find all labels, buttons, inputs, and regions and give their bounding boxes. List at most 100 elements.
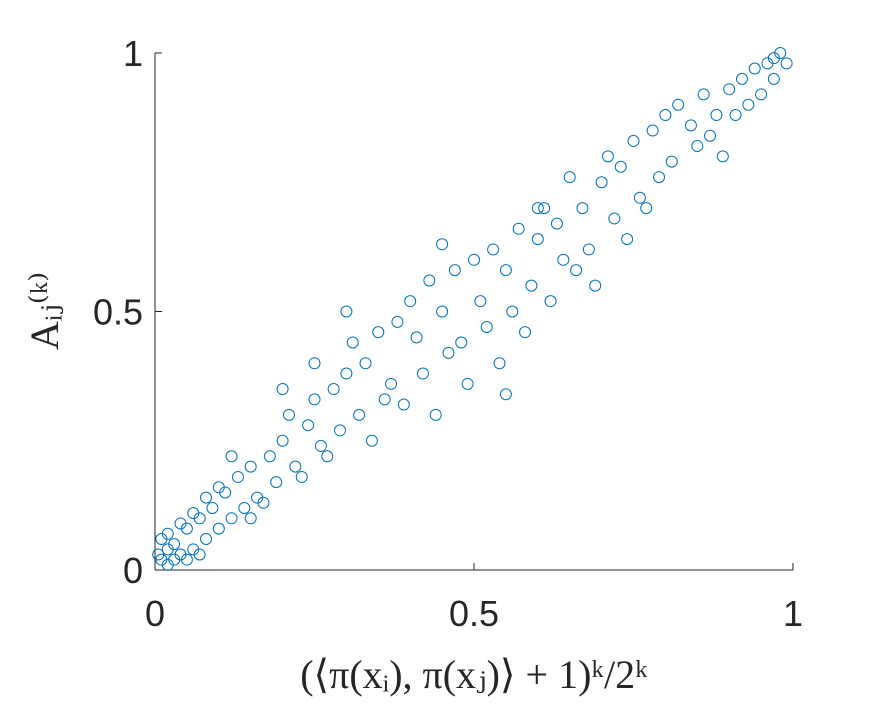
point: [212, 481, 225, 494]
point: [499, 388, 512, 401]
point: [570, 264, 583, 277]
point: [627, 134, 640, 147]
point: [557, 253, 570, 266]
point: [544, 295, 557, 308]
x-tick-label: 0: [145, 593, 165, 634]
point: [321, 450, 334, 463]
point: [646, 124, 659, 137]
point: [206, 501, 219, 514]
point: [729, 109, 742, 122]
point: [531, 233, 544, 246]
point: [180, 553, 193, 566]
point: [359, 357, 372, 370]
point: [397, 398, 410, 411]
point: [314, 439, 327, 452]
point: [231, 470, 244, 483]
point: [200, 532, 213, 545]
point: [372, 326, 385, 339]
point: [200, 491, 213, 504]
point: [455, 336, 468, 349]
point: [442, 346, 455, 359]
point: [563, 171, 576, 184]
point: [152, 548, 165, 561]
point: [512, 222, 525, 235]
point: [665, 155, 678, 168]
point: [582, 243, 595, 256]
point: [723, 83, 736, 96]
point: [238, 501, 251, 514]
point: [270, 476, 283, 489]
point: [340, 305, 353, 318]
point: [263, 450, 276, 463]
point: [716, 150, 729, 163]
point: [187, 507, 200, 520]
point: [640, 202, 653, 215]
point: [295, 470, 308, 483]
point: [684, 119, 697, 132]
point: [244, 460, 257, 473]
y-axis-label: Aᵢⱼ⁽ᵏ⁾: [22, 272, 67, 350]
point: [410, 331, 423, 344]
point: [282, 408, 295, 421]
point: [735, 72, 748, 85]
point: [161, 543, 174, 556]
point: [276, 383, 289, 396]
point: [474, 295, 487, 308]
point: [601, 150, 614, 163]
point: [519, 326, 532, 339]
point: [308, 393, 321, 406]
point: [550, 217, 563, 230]
point: [174, 517, 187, 530]
point: [416, 367, 429, 380]
point: [767, 52, 780, 65]
x-axis-label: (⟨π(xᵢ), π(xⱼ)⟩ + 1)ᵏ/2ᵏ: [300, 652, 648, 697]
point: [302, 419, 315, 432]
point: [531, 202, 544, 215]
point: [225, 450, 238, 463]
point: [244, 512, 257, 525]
point: [334, 424, 347, 437]
point: [276, 434, 289, 447]
point: [480, 321, 493, 334]
point: [378, 393, 391, 406]
point: [589, 279, 602, 292]
point: [755, 88, 768, 101]
x-tick-label: 1: [783, 593, 803, 634]
x-tick-label: 0.5: [449, 593, 499, 634]
point: [614, 160, 627, 173]
point: [346, 336, 359, 349]
point: [653, 171, 666, 184]
point: [257, 496, 270, 509]
point: [595, 176, 608, 189]
point: [225, 512, 238, 525]
point: [576, 202, 589, 215]
point: [633, 191, 646, 204]
point: [340, 367, 353, 380]
point: [506, 305, 519, 318]
point: [161, 527, 174, 540]
y-tick-label: 1: [123, 33, 143, 74]
point: [353, 408, 366, 421]
point: [621, 233, 634, 246]
point: [423, 274, 436, 287]
point: [691, 140, 704, 153]
point: [704, 129, 717, 142]
point: [193, 548, 206, 561]
point: [385, 377, 398, 390]
y-tick-label: 0: [123, 550, 143, 591]
point: [493, 357, 506, 370]
point: [697, 88, 710, 101]
point: [672, 98, 685, 111]
point: [742, 98, 755, 111]
point: [168, 553, 181, 566]
point: [289, 460, 302, 473]
y-tick-label: 0.5: [93, 292, 143, 333]
point: [391, 315, 404, 328]
point: [468, 253, 480, 266]
point: [436, 238, 449, 251]
point: [538, 202, 551, 215]
point: [487, 243, 500, 256]
point: [525, 279, 538, 292]
point: [308, 357, 321, 370]
point: [429, 408, 442, 421]
